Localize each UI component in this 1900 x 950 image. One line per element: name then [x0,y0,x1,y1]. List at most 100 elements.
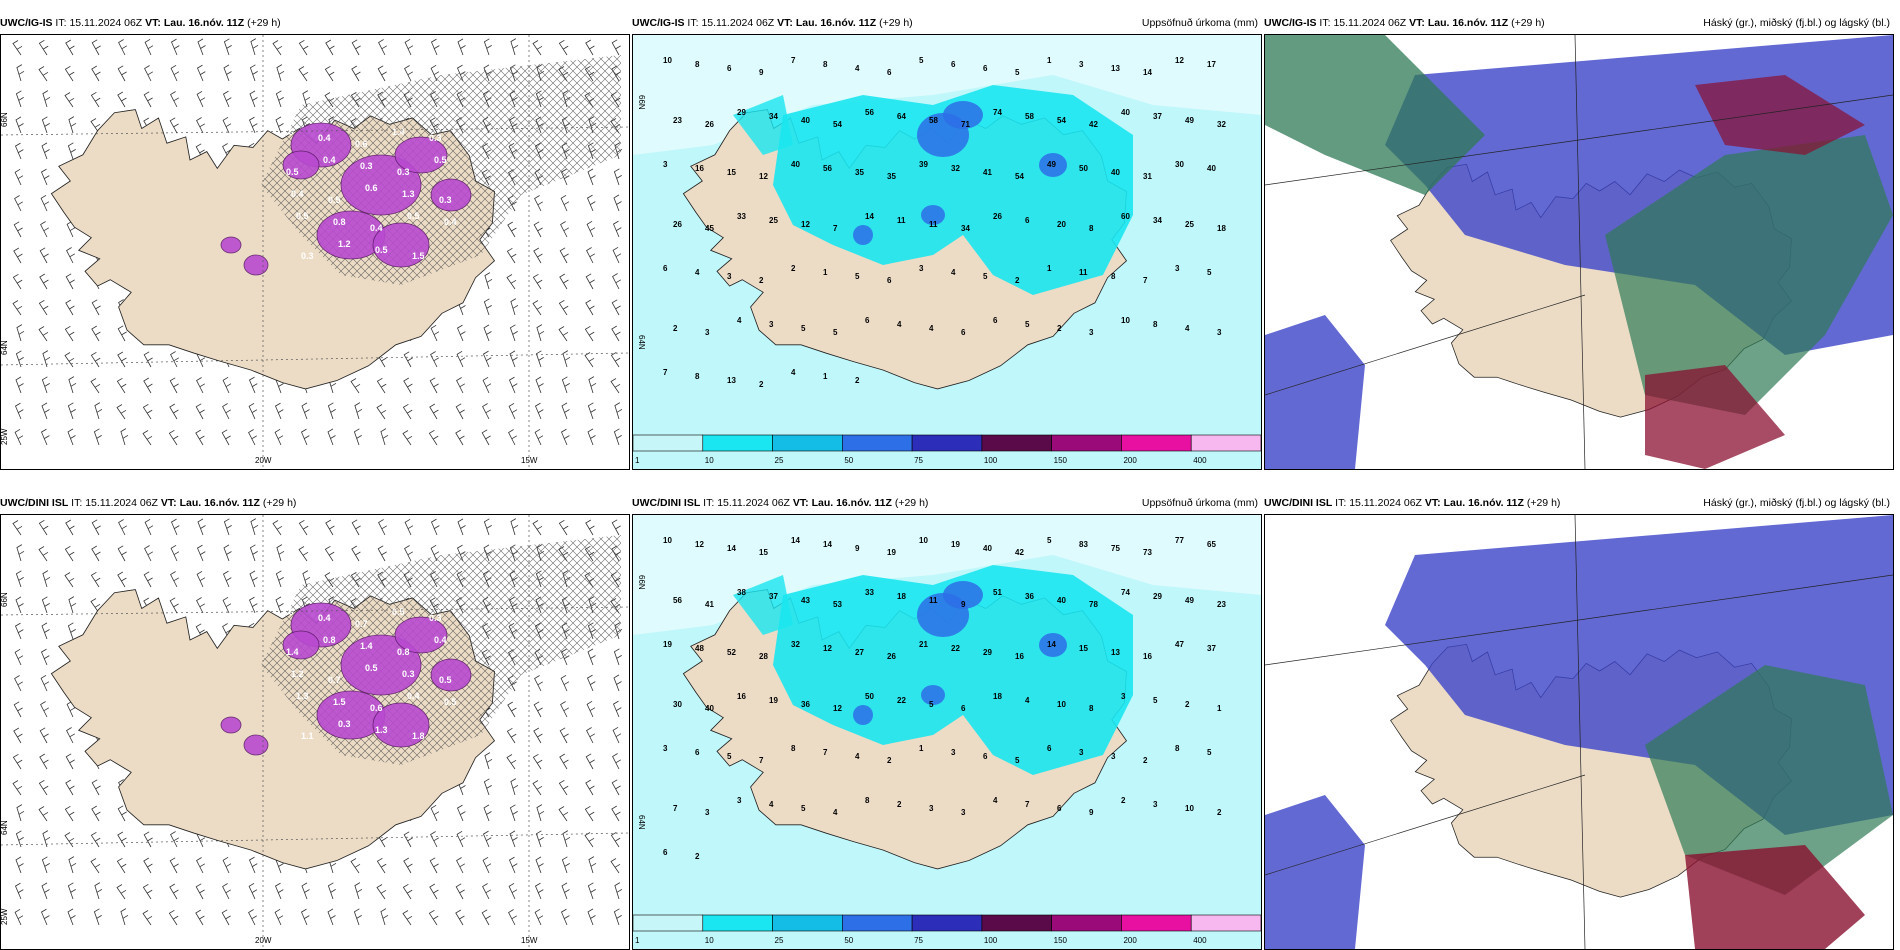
wind-barb [170,91,180,108]
wind-barb [586,727,596,744]
value-label: 5 [727,752,732,761]
wind-barb [559,247,569,264]
legend-label: 10 [705,936,714,945]
precip-heavy-field [921,205,945,225]
value-label: 5 [833,328,838,337]
wind-barb [68,116,77,134]
precip-blob [340,154,422,216]
wind-barb [40,221,50,238]
wind-barb [508,376,518,394]
wind-barb [64,572,75,588]
precip-heavy-field [943,581,983,609]
wind-barb [482,376,492,394]
wind-barb [67,908,76,926]
wind-barb [120,908,129,926]
value-label: 38 [737,588,746,597]
map-area[interactable]: 0.6 0.4 0.7 0.5 0.3 1.4 0.8 1.4 0.8 0.4 1.2 0.7 0.5 0… [0,514,630,950]
wind-barb [13,701,23,718]
wind-barb [429,883,439,900]
wind-barb [118,519,128,536]
wind-barb [14,428,24,446]
cloud-map [1265,515,1893,949]
value-label: 2 [1185,700,1190,709]
precip-heavy-field [853,225,873,245]
map-area[interactable]: 10 12 14 15 14 14 9 19 10 19 40 42 5 83 75 73 77 65 56 41 38… [632,514,1262,950]
wind-barb [169,883,179,900]
value-label: 3 [1217,328,1222,337]
wind-barb [377,65,387,82]
value-label: 34 [961,224,970,233]
wind-barb [248,429,258,446]
map-area[interactable] [1264,34,1894,470]
map-area[interactable]: 0.5 0.4 0.6 1.4 0.3 0.5 0.4 0.3 0.3 0.5 0.4 0.5 0.6 1… [0,34,630,470]
wind-barb [169,857,179,874]
value-label: 40 [1207,164,1216,173]
wind-barb [16,544,25,562]
wind-barb [249,570,258,588]
wind-barb [327,908,336,926]
value-label: 37 [769,592,778,601]
lon-label: 20W [255,456,272,465]
value-label: 32 [951,164,960,173]
value-label: 4 [695,268,700,277]
wind-barb [483,518,492,536]
wind-barb [403,857,413,874]
wind-barb [250,38,259,56]
value-label: 6 [663,848,668,857]
wind-barb [275,596,284,614]
wind-barb [535,830,544,848]
map-area[interactable]: 10 8 6 9 7 8 4 6 5 6 6 5 1 3 13 14 12 17 23 26 29 34 40 54 56 64 5… [632,34,1262,470]
wind-barb [509,324,518,342]
value-label: 1.1 [301,731,314,741]
wind-barb [41,142,50,160]
wind-barb [351,519,361,536]
wind-barb [325,39,335,56]
value-label: 2 [897,800,902,809]
wind-barb [562,830,571,848]
value-label: 8 [791,744,796,753]
wind-barb [91,325,101,342]
wind-barb [508,856,518,874]
wind-barb [506,754,517,770]
value-label: 16 [1015,652,1024,661]
lat-label: 25W [1,908,9,925]
precip-heavy-field [1039,153,1067,177]
wind-barb [196,570,206,588]
wind-barb [532,40,543,56]
wind-barb [40,194,50,212]
value-label: 31 [1143,172,1152,181]
value-label: 33 [737,212,746,221]
wind-barb [612,220,622,238]
wind-barb [587,882,596,900]
wind-barb [298,66,309,82]
wind-barb [221,429,231,446]
wind-barb [587,908,596,926]
wind-barb [560,428,570,446]
value-label: 0.3 [429,613,442,623]
value-label: 58 [1025,112,1034,121]
value-label: 10 [663,536,672,545]
value-label: 8 [1089,704,1094,713]
wind-barb [13,247,23,264]
wind-barb [429,857,439,874]
map-area[interactable] [1264,514,1894,950]
value-label: 18 [1217,224,1226,233]
value-label: 3 [737,796,742,805]
wind-barb [350,858,361,874]
value-label: 3 [1089,328,1094,337]
wind-barb [324,545,335,562]
wind-barb [275,116,284,134]
wind-barb [169,597,179,614]
wind-barb [40,674,50,692]
wind-barb [41,882,50,900]
wind-barb [613,428,622,446]
value-label: 4 [791,368,796,377]
wind-barb [430,38,440,56]
precip-mid-field [733,95,793,155]
wind-barb [351,65,361,82]
value-label: 19 [663,640,672,649]
wind-barb [534,195,544,212]
fir-boundary [1265,774,1586,876]
wind-barb [68,596,77,614]
wind-barb [116,884,127,900]
